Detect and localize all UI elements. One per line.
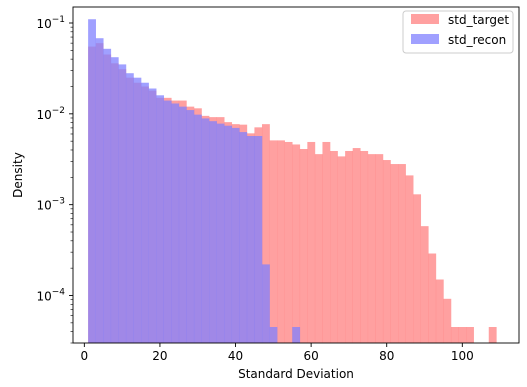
y-axis: 10−1 10−2 10−3 10−4 [36,15,73,344]
x-tick-label: 80 [379,349,394,363]
bar-std-target-41 [398,164,406,343]
bar-std-target-36 [360,150,369,343]
x-tick-label: 40 [228,349,243,363]
bar-std-recon-16 [209,121,217,344]
bar-std-target-28 [299,149,308,343]
bar-std-target-29 [307,141,316,343]
bar-std-target-38 [375,154,384,343]
bar-std-recon-14 [193,114,202,343]
x-axis: 0 20 40 60 80 100 [81,343,474,363]
bar-std-target-45 [428,253,437,343]
x-tick-label: 100 [451,349,474,363]
bar-std-recon-24 [269,327,278,343]
bar-std-target-37 [367,154,376,343]
y-tick-label: 10−3 [36,197,65,213]
bars-layer [88,19,497,344]
bar-std-target-23 [261,124,270,344]
bar-std-target-30 [314,154,323,343]
bar-std-target-47 [443,298,452,343]
bar-std-target-48 [450,327,459,343]
y-tick-label: 10−1 [36,15,65,31]
bar-std-recon-27 [292,327,301,343]
bar-std-target-27 [292,144,301,343]
bar-std-recon-3 [110,57,119,343]
x-tick-label: 20 [152,349,167,363]
bar-std-target-46 [435,279,444,343]
bar-std-recon-21 [246,136,255,343]
bar-std-target-33 [337,156,346,343]
bar-std-recon-4 [118,64,127,343]
x-axis-label: Standard Deviation [238,367,354,381]
bar-std-recon-15 [201,118,210,343]
y-tick-label: 10−2 [36,106,65,122]
bar-std-recon-9 [156,95,165,344]
legend: std_target std_recon [402,10,514,54]
bar-std-recon-22 [254,136,263,343]
bar-std-target-43 [413,194,422,343]
bar-std-target-26 [284,141,293,343]
bar-std-target-25 [277,140,285,343]
bar-std-target-31 [322,141,331,343]
bar-std-recon-17 [216,123,225,344]
x-tick-label: 0 [81,349,89,363]
bar-std-recon-11 [171,103,180,343]
bar-std-target-44 [420,226,429,343]
bar-std-recon-23 [261,264,270,343]
bar-std-recon-2 [103,48,112,343]
bar-std-target-40 [390,164,399,343]
bar-std-target-49 [458,327,467,343]
legend-label-std-recon: std_recon [448,33,506,47]
bar-std-recon-0 [88,19,96,343]
bar-std-target-24 [269,140,278,343]
y-axis-label: Density [11,152,25,198]
bar-std-recon-20 [239,132,248,343]
bar-std-target-42 [405,175,414,343]
bar-std-recon-8 [148,88,157,343]
bar-std-target-32 [330,150,338,343]
bar-std-target-50 [466,327,474,343]
bar-std-recon-18 [224,125,233,343]
bar-std-recon-1 [95,38,104,343]
x-tick-label: 60 [303,349,318,363]
bar-std-target-39 [382,160,391,343]
bar-std-recon-10 [163,100,172,344]
plot-frame [72,6,520,344]
bar-std-recon-19 [231,127,240,344]
legend-swatch-std-target [411,14,439,24]
bar-std-target-35 [352,148,361,343]
legend-swatch-std-recon [411,34,439,44]
bar-std-recon-7 [141,82,149,343]
y-tick-label: 10−4 [36,288,65,304]
bar-std-target-34 [345,150,353,343]
bar-std-target-53 [488,327,497,343]
bar-std-recon-12 [178,106,187,343]
legend-label-std-target: std_target [448,13,509,27]
bar-std-recon-5 [125,73,134,344]
bar-std-recon-13 [186,110,195,343]
bar-std-recon-6 [133,77,142,344]
